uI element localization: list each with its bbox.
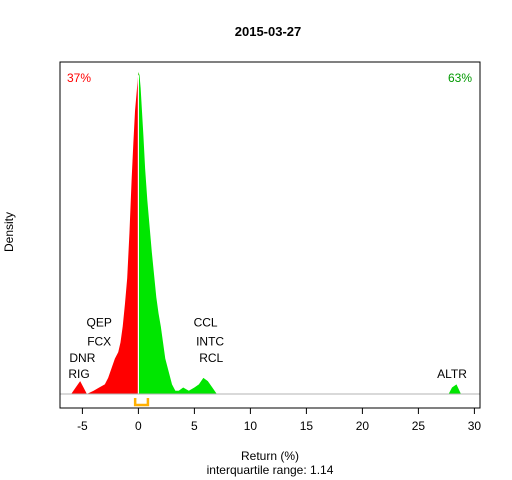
ticker-label-rcl: RCL <box>199 351 223 365</box>
x-axis-label: Return (%) <box>241 449 299 463</box>
x-tick-label: 10 <box>244 419 258 433</box>
density-area-negative <box>71 72 139 394</box>
pct-positive-label: 63% <box>448 71 472 85</box>
subtitle-iqr: interquartile range: 1.14 <box>207 463 334 477</box>
density-areas <box>60 72 480 407</box>
chart-title: 2015-03-27 <box>235 24 302 39</box>
density-area-positive-outlier <box>448 384 461 394</box>
iqr-bracket <box>133 398 150 407</box>
ticker-label-altr: ALTR <box>437 367 467 381</box>
x-tick-label: 20 <box>356 419 370 433</box>
ticker-annotations: QEP FCX DNR RIG CCL INTC RCL ALTR <box>68 315 467 381</box>
x-tick-label: 30 <box>468 419 482 433</box>
y-axis-label: Density <box>2 212 16 252</box>
ticker-label-intc: INTC <box>196 335 224 349</box>
ticker-label-dnr: DNR <box>69 351 95 365</box>
ticker-label-qep: QEP <box>87 315 112 329</box>
x-tick-label: 0 <box>135 419 142 433</box>
ticker-label-ccl: CCL <box>194 315 218 329</box>
ticker-label-fcx: FCX <box>87 335 111 349</box>
x-tick-label: 5 <box>191 419 198 433</box>
ticker-label-rig: RIG <box>68 367 89 381</box>
x-tick-label: 15 <box>300 419 314 433</box>
x-tick-label: -5 <box>77 419 88 433</box>
x-axis: -5 0 5 10 15 20 25 30 <box>77 407 482 433</box>
pct-negative-label: 37% <box>67 71 91 85</box>
x-tick-label: 25 <box>412 419 426 433</box>
density-area-positive <box>138 72 223 394</box>
